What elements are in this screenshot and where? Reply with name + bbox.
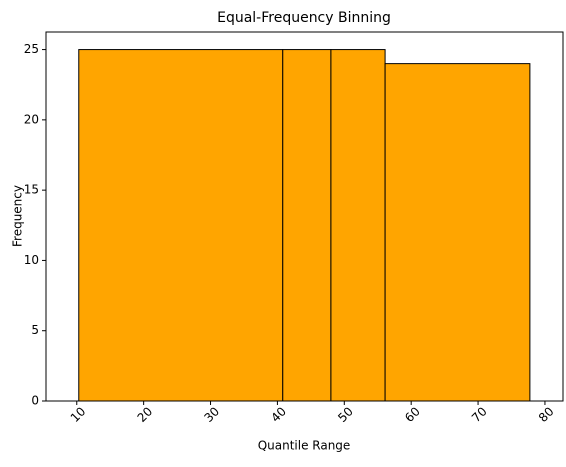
chart-title: Equal-Frequency Binning [217,10,391,26]
x-axis-label: Quantile Range [258,439,351,453]
bar [78,49,284,402]
y-tick-label: 0 [31,394,39,408]
y-tick-label: 15 [24,183,39,197]
y-tick-label: 10 [24,253,39,267]
y-axis-label: Frequency [11,185,25,247]
bar [330,49,386,402]
x-tick-label: 10 [68,404,89,425]
y-tick-label: 5 [31,323,39,337]
bar [384,63,531,402]
x-tick-label: 50 [335,404,356,425]
bar [282,49,332,402]
y-tick-label: 25 [24,42,39,56]
x-tick-label: 40 [268,404,289,425]
x-tick-label: 60 [402,404,423,425]
x-tick-label: 30 [201,404,222,425]
plot-frame [45,31,564,402]
x-tick-label: 80 [536,404,557,425]
x-tick-label: 70 [469,404,490,425]
x-tick-label: 20 [135,404,156,425]
y-tick-label: 20 [24,112,39,126]
